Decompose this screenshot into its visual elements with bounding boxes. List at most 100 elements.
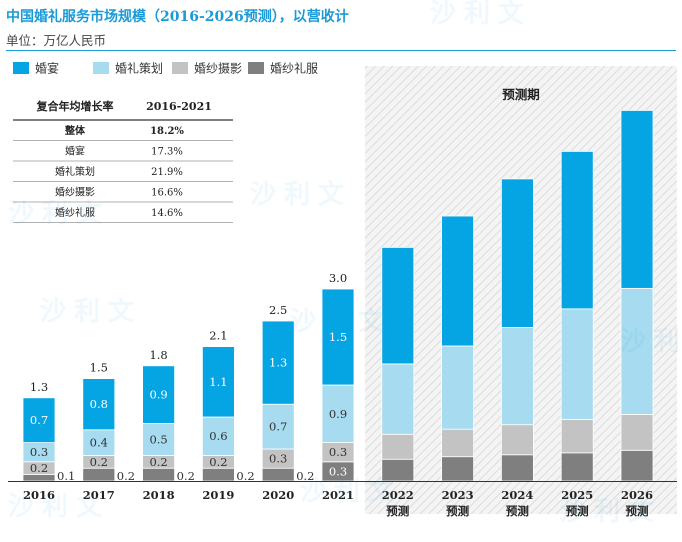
x-tick-label: 2017 <box>83 488 115 502</box>
bar-segment <box>82 429 116 456</box>
table-row-value: 17.3% <box>151 147 183 158</box>
forecast-period-label: 预测期 <box>502 87 540 102</box>
bar-segment <box>500 326 534 426</box>
table-row-label: 婚纱礼服 <box>55 206 95 219</box>
segment-value-label: 0.3 <box>329 464 347 478</box>
bar-segment <box>321 384 355 443</box>
watermark-text: 沙利文 <box>620 326 682 357</box>
table-row-value: 18.2% <box>150 126 184 137</box>
bar-segment <box>560 419 594 454</box>
watermark-text: 沙利文 <box>250 179 352 210</box>
x-tick-label: 2023 <box>442 488 474 502</box>
x-tick-sublabel: 预测 <box>506 504 529 518</box>
segment-value-label: 0.4 <box>90 436 108 450</box>
watermark-text: 沙利文 <box>8 198 110 229</box>
x-tick-sublabel: 预测 <box>386 504 409 518</box>
bar-segment <box>381 363 415 435</box>
bar-segment <box>500 424 534 456</box>
bar-segment <box>620 449 654 482</box>
table-row-label: 婚纱摄影 <box>55 186 95 199</box>
segment-value-label: 0.7 <box>30 413 48 427</box>
x-tick-sublabel: 预测 <box>446 504 469 518</box>
segment-value-label: 1.3 <box>269 356 287 370</box>
segment-value-label: 0.9 <box>149 388 167 402</box>
legend-swatch <box>13 62 29 74</box>
watermark-text: 沙利文 <box>300 476 402 507</box>
bar-segment <box>441 456 475 482</box>
x-tick-label: 2019 <box>202 488 234 502</box>
bar-segment <box>560 150 594 310</box>
bar-segment <box>441 345 475 430</box>
bar-total-label: 1.3 <box>30 380 48 394</box>
watermark-text: 沙利文 <box>290 306 392 337</box>
bar-segment <box>22 397 56 443</box>
watermark-text: 沙利文 <box>560 496 662 527</box>
x-tick-label: 2022 <box>382 488 414 502</box>
bar-segment <box>142 467 176 482</box>
legend-label: 婚纱摄影 <box>194 61 242 76</box>
table-row-value: 21.9% <box>151 167 183 178</box>
bar-segment <box>142 365 176 424</box>
bar-total-label: 3.0 <box>329 271 347 285</box>
x-tick-label: 2016 <box>23 488 55 502</box>
x-tick-sublabel: 预测 <box>626 504 649 518</box>
bar-total-label: 1.8 <box>149 348 167 362</box>
x-axis: 2016 2017 2018 2019 2020 2021 2022 预测 2023 预测 2024… <box>8 481 677 518</box>
segment-value-label: 0.2 <box>90 455 108 469</box>
title-divider <box>6 50 676 51</box>
table-row-value: 16.6% <box>151 188 183 199</box>
segment-value-label: 1.1 <box>209 375 227 389</box>
table-header-metric: 复合年均增长率 <box>36 99 114 113</box>
bar-segment <box>82 378 116 431</box>
segment-value-label: 0.2 <box>236 469 254 483</box>
segment-value-label: 0.3 <box>269 452 287 466</box>
bar-segment <box>22 474 56 482</box>
segment-value-label: 0.5 <box>149 432 167 446</box>
bar-segment <box>620 110 654 289</box>
segment-value-label: 0.2 <box>209 455 227 469</box>
bar-segment <box>201 416 235 456</box>
bar-segment <box>560 308 594 420</box>
segment-value-label: 1.5 <box>329 330 347 344</box>
table-row-value: 14.6% <box>151 208 183 219</box>
bar-total-label: 2.1 <box>209 329 227 343</box>
bar-segment <box>441 215 475 347</box>
bar-segment <box>620 287 654 415</box>
segment-value-label: 0.8 <box>90 397 108 411</box>
data-labels: 预测期 0.1 0.2 0.3 0.7 1.3 0.2 0.2 0.4 0.8 1.5 0.2 0.2 0… <box>30 87 540 483</box>
bar-segment <box>201 346 235 418</box>
x-tick-sublabel: 预测 <box>566 504 589 518</box>
bar-segment <box>82 467 116 482</box>
bar-total-label: 2.5 <box>269 303 287 317</box>
legend: 婚宴 婚礼策划 婚纱摄影 婚纱礼服 <box>13 61 318 76</box>
x-tick-label: 2018 <box>143 488 175 502</box>
chart-subtitle: 单位：万亿人民币 <box>6 33 107 48</box>
chart-title: 中国婚礼服务市场规模（2016-2026预测），以营收计 <box>6 9 349 25</box>
legend-swatch <box>248 62 264 74</box>
bar-segment <box>261 467 295 482</box>
x-tick-label: 2021 <box>322 488 354 502</box>
bar-segment <box>142 422 176 456</box>
x-tick-label: 2026 <box>621 488 653 502</box>
bar-segment <box>321 288 355 386</box>
segment-value-label: 0.1 <box>57 469 75 483</box>
watermark-text: 沙利文 <box>8 491 110 522</box>
bar-segment <box>500 454 534 482</box>
bar-segment <box>381 246 415 365</box>
segment-value-label: 0.2 <box>149 455 167 469</box>
x-tick-label: 2025 <box>561 488 593 502</box>
table-row-label: 婚礼策划 <box>55 165 95 178</box>
bar-segment <box>620 414 654 451</box>
segment-value-label: 0.2 <box>30 461 48 475</box>
table-header-period: 2016-2021 <box>146 100 212 113</box>
bar-segment <box>441 428 475 458</box>
segment-value-label: 0.3 <box>30 445 48 459</box>
bar-segment <box>201 467 235 482</box>
x-tick-label: 2024 <box>501 488 533 502</box>
segment-value-label: 0.2 <box>117 469 135 483</box>
segment-value-label: 0.6 <box>209 429 227 443</box>
segment-value-label: 0.9 <box>329 407 347 421</box>
legend-swatch <box>172 62 188 74</box>
bar-segment <box>560 452 594 482</box>
